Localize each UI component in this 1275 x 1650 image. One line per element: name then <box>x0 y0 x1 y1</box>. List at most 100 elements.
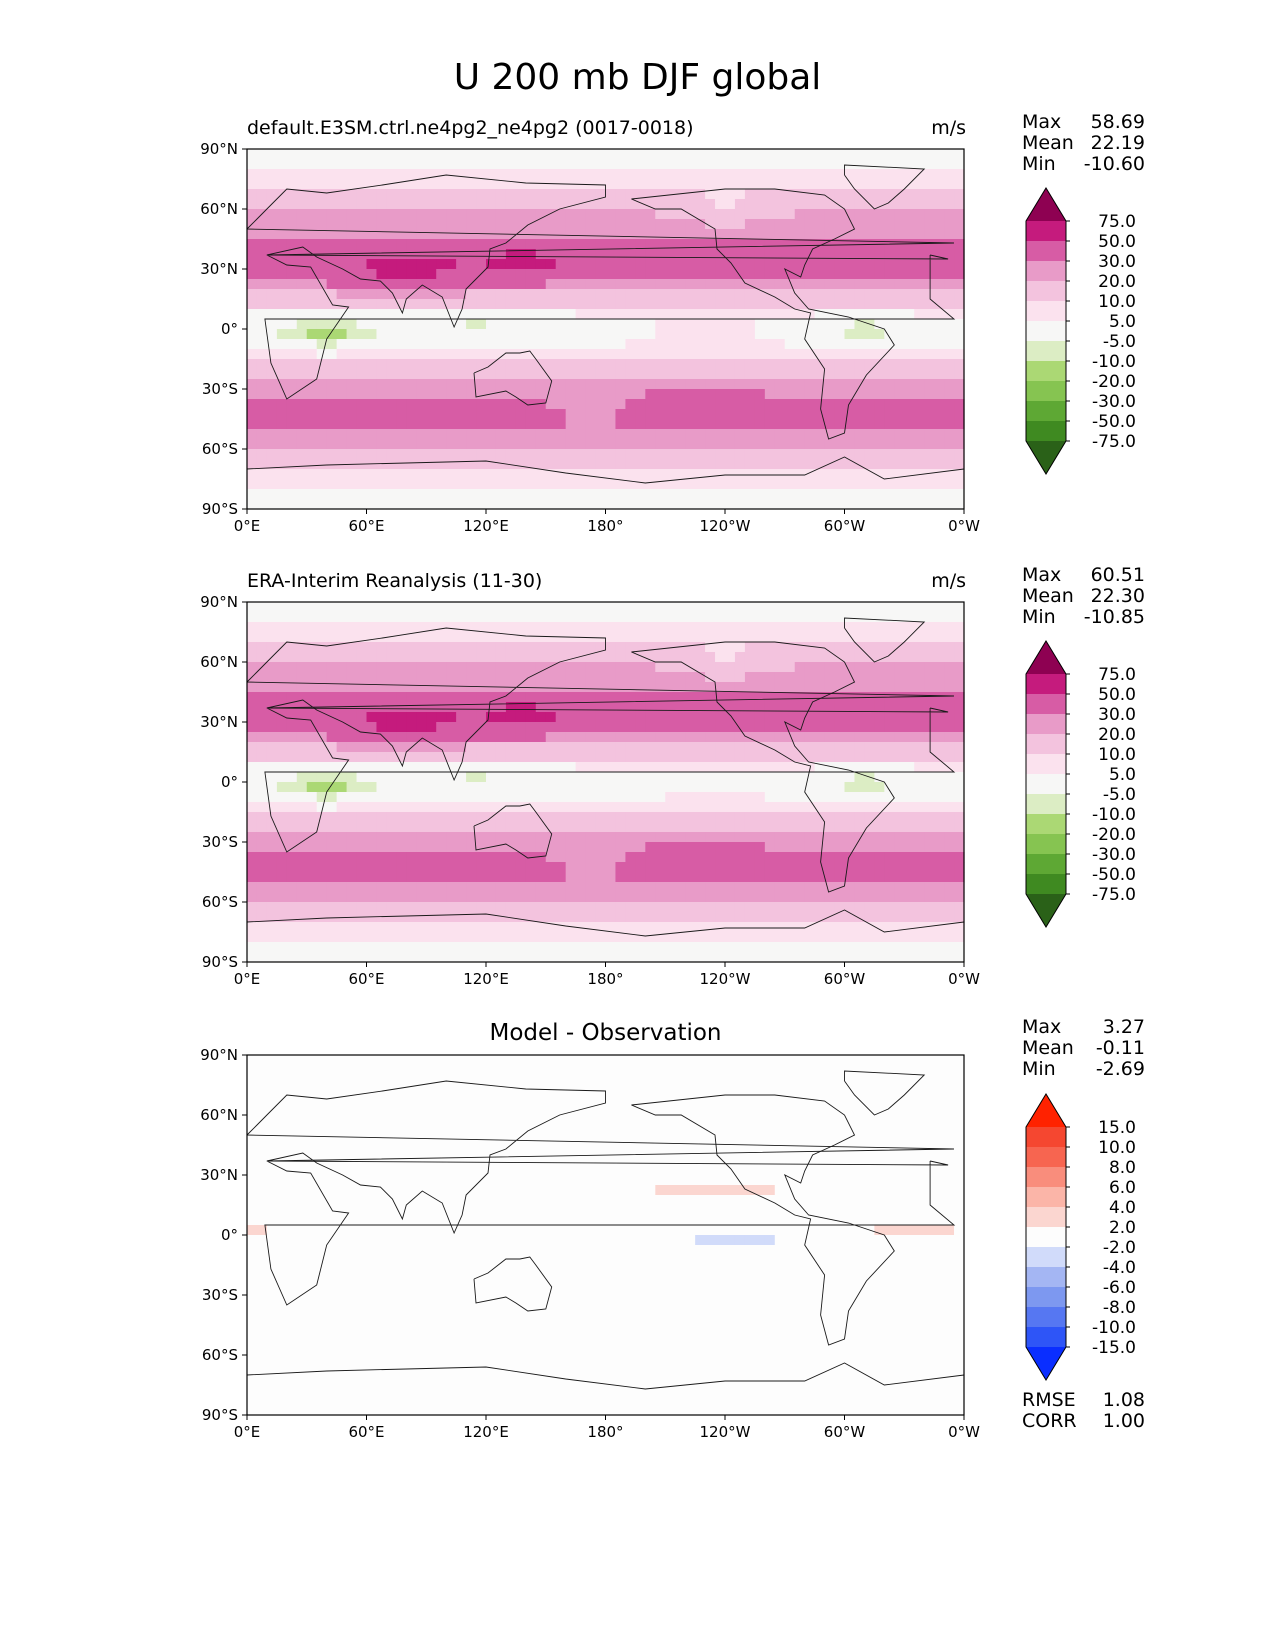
field-cell <box>744 499 756 510</box>
field-cell <box>794 902 806 913</box>
field-cell <box>545 289 557 300</box>
field-cell <box>396 692 407 703</box>
field-cell <box>605 752 617 763</box>
field-cell <box>824 209 836 220</box>
field-cell <box>685 702 696 713</box>
field-cell <box>565 439 577 450</box>
field-cell <box>396 449 407 460</box>
colorbar-swatch <box>1026 321 1066 342</box>
field-cell <box>685 882 696 893</box>
field-cell <box>695 642 706 653</box>
field-cell <box>456 349 467 360</box>
field-cell <box>565 479 577 490</box>
field-cell <box>266 259 278 270</box>
field-cell <box>386 189 397 200</box>
field-cell <box>665 259 676 270</box>
field-cell <box>665 329 676 340</box>
field-cell <box>774 409 786 420</box>
field-cell <box>525 409 537 420</box>
field-cell <box>824 319 836 330</box>
field-cell <box>356 499 368 510</box>
colorbar-swatch <box>1026 381 1066 402</box>
field-cell <box>655 409 666 420</box>
field-cell <box>545 772 557 783</box>
field-cell <box>595 429 607 440</box>
field-cell <box>944 189 955 200</box>
field-cell <box>595 259 607 270</box>
field-cell <box>834 479 846 490</box>
field-cell <box>864 299 875 310</box>
field-cell <box>864 279 875 290</box>
field-cell <box>655 902 666 913</box>
field-cell <box>476 379 487 390</box>
field-cell <box>824 652 836 663</box>
field-cell <box>306 409 318 420</box>
field-cell <box>904 702 915 713</box>
field-cell <box>884 882 895 893</box>
field-cell <box>525 319 537 330</box>
field-cell <box>754 209 766 220</box>
field-cell <box>476 652 487 663</box>
field-cell <box>794 359 806 370</box>
field-cell <box>276 269 288 280</box>
field-cell <box>286 439 298 450</box>
field-cell <box>864 622 875 633</box>
field-cell <box>635 682 646 693</box>
field-cell <box>256 842 268 853</box>
field-cell <box>416 822 427 833</box>
field-cell <box>744 782 756 793</box>
field-cell <box>794 672 806 683</box>
field-cell <box>894 822 905 833</box>
field-cell <box>555 459 567 470</box>
field-cell <box>585 742 597 753</box>
field-cell <box>256 782 268 793</box>
field-cell <box>914 882 925 893</box>
field-cell <box>854 882 866 893</box>
field-cell <box>495 319 507 330</box>
field-cell <box>605 662 617 673</box>
field-cell <box>675 862 686 873</box>
field-cell <box>884 279 895 290</box>
field-cell <box>804 742 816 753</box>
field-cell <box>794 772 806 783</box>
field-cell <box>904 622 915 633</box>
field-cell <box>256 892 268 903</box>
field-cell <box>794 912 806 923</box>
field-cell <box>555 902 567 913</box>
field-cell <box>794 782 806 793</box>
field-cell <box>346 772 358 783</box>
field-cell <box>486 289 497 300</box>
field-cell <box>744 209 756 220</box>
field-cell <box>376 832 388 843</box>
field-cell <box>784 249 796 260</box>
field-cell <box>316 802 328 813</box>
field-cell <box>595 369 607 380</box>
field-cell <box>685 249 696 260</box>
field-cell <box>884 672 895 683</box>
field-cell <box>894 682 905 693</box>
field-cell <box>416 409 427 420</box>
field-cell <box>914 389 925 400</box>
field-cell <box>545 179 557 190</box>
field-cell <box>436 339 447 350</box>
field-cell <box>356 672 368 683</box>
field-cell <box>525 339 537 350</box>
field-cell <box>665 289 676 300</box>
field-cell <box>934 259 945 270</box>
field-cell <box>645 762 656 773</box>
field-cell <box>954 239 965 250</box>
field-cell <box>934 419 945 430</box>
field-cell <box>804 499 816 510</box>
field-cell <box>416 762 427 773</box>
field-cell <box>296 199 308 210</box>
field-cell <box>256 219 268 230</box>
field-cell <box>585 732 597 743</box>
field-cell <box>346 179 358 190</box>
field-cell <box>316 289 328 300</box>
field-cell <box>725 189 736 200</box>
field-cell <box>266 742 278 753</box>
field-cell <box>316 872 328 883</box>
field-cell <box>675 762 686 773</box>
field-cell <box>754 902 766 913</box>
field-cell <box>585 359 597 370</box>
